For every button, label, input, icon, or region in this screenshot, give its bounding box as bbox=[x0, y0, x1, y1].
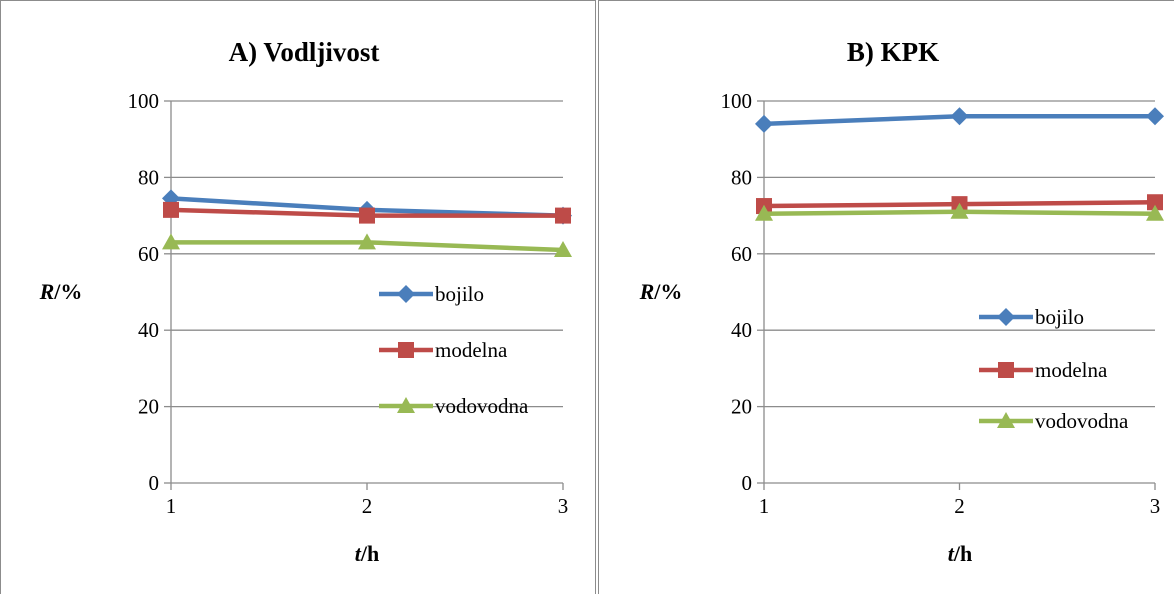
x-axis-var: t bbox=[355, 541, 362, 566]
x-axis-var: t bbox=[948, 541, 955, 566]
legend-label-vodovodna: vodovodna bbox=[1035, 409, 1129, 433]
legend-label-bojilo: bojilo bbox=[435, 282, 484, 306]
y-tick-label: 40 bbox=[138, 318, 159, 342]
chart-b-svg: B) KPK 0 20 40 60 80 100 1 2 3 R/% t/h bojilo mod… bbox=[639, 37, 1164, 566]
y-axis-label: R/% bbox=[639, 279, 683, 304]
data-point-modelna bbox=[163, 201, 179, 218]
tick-labels: 0 20 40 60 80 100 1 2 3 bbox=[721, 89, 1161, 518]
grid bbox=[164, 100, 564, 490]
y-tick-label: 0 bbox=[149, 471, 160, 495]
y-tick-label: 80 bbox=[731, 165, 752, 189]
data-point-vodovodna bbox=[950, 202, 969, 219]
y-axis-var: R bbox=[39, 279, 55, 304]
data-point-vodovodna bbox=[554, 240, 572, 257]
data-point-bojilo bbox=[1146, 107, 1164, 126]
chart-a-svg: A) Vodljivost 0 20 40 60 80 100 1 2 3 R/% t/h bo… bbox=[39, 37, 572, 566]
legend-marker-bojilo bbox=[997, 308, 1015, 326]
y-tick-label: 60 bbox=[731, 242, 752, 266]
legend: bojilo modelna vodovodna bbox=[379, 282, 529, 418]
y-tick-label: 100 bbox=[721, 89, 753, 113]
series-layer bbox=[162, 189, 572, 257]
x-tick-label: 2 bbox=[954, 494, 965, 518]
y-tick-label: 100 bbox=[128, 89, 160, 113]
y-tick-label: 80 bbox=[138, 165, 159, 189]
grid bbox=[757, 100, 1156, 490]
data-point-vodovodna bbox=[358, 233, 376, 250]
y-axis-var: R bbox=[639, 279, 655, 304]
x-axis-unit: /h bbox=[360, 541, 379, 566]
legend-label-bojilo: bojilo bbox=[1035, 305, 1084, 329]
x-tick-label: 3 bbox=[1150, 494, 1161, 518]
chart-panel-a: A) Vodljivost 0 20 40 60 80 100 1 2 3 R/% t/h bo… bbox=[0, 0, 596, 594]
x-axis-label: t/h bbox=[355, 541, 379, 566]
y-axis-label: R/% bbox=[39, 279, 83, 304]
x-tick-label: 1 bbox=[166, 494, 177, 518]
tick-labels: 0 20 40 60 80 100 1 2 3 bbox=[128, 89, 569, 518]
data-point-modelna bbox=[555, 207, 571, 224]
data-point-vodovodna bbox=[755, 204, 773, 221]
legend-label-vodovodna: vodovodna bbox=[435, 394, 529, 418]
chart-title: A) Vodljivost bbox=[229, 37, 380, 67]
data-point-bojilo bbox=[950, 107, 969, 126]
y-tick-label: 20 bbox=[731, 395, 752, 419]
x-axis-unit: /h bbox=[953, 541, 972, 566]
y-tick-label: 20 bbox=[138, 395, 159, 419]
legend-label-modelna: modelna bbox=[435, 338, 508, 362]
x-tick-label: 3 bbox=[558, 494, 569, 518]
legend-marker-vodovodna bbox=[997, 412, 1015, 428]
series-layer bbox=[755, 107, 1164, 221]
chart-panel-b: B) KPK 0 20 40 60 80 100 1 2 3 R/% t/h bojilo mod… bbox=[598, 0, 1174, 594]
x-tick-label: 2 bbox=[362, 494, 373, 518]
chart-title: B) KPK bbox=[847, 37, 939, 67]
data-point-modelna bbox=[1147, 194, 1163, 211]
y-tick-label: 0 bbox=[742, 471, 753, 495]
x-tick-label: 1 bbox=[759, 494, 770, 518]
legend-marker-vodovodna bbox=[397, 397, 415, 413]
legend-marker-modelna bbox=[998, 362, 1014, 378]
y-axis-unit: /% bbox=[53, 279, 82, 304]
y-tick-label: 40 bbox=[731, 318, 752, 342]
y-tick-label: 60 bbox=[138, 242, 159, 266]
x-axis-label: t/h bbox=[948, 541, 972, 566]
data-point-vodovodna bbox=[1146, 204, 1164, 221]
legend-label-modelna: modelna bbox=[1035, 358, 1108, 382]
legend: bojilo modelna vodovodna bbox=[979, 305, 1129, 433]
data-point-modelna bbox=[359, 207, 375, 224]
legend-marker-modelna bbox=[398, 342, 414, 358]
legend-marker-bojilo bbox=[397, 285, 415, 303]
y-axis-unit: /% bbox=[653, 279, 682, 304]
data-point-bojilo bbox=[755, 114, 773, 133]
data-point-vodovodna bbox=[162, 233, 180, 250]
